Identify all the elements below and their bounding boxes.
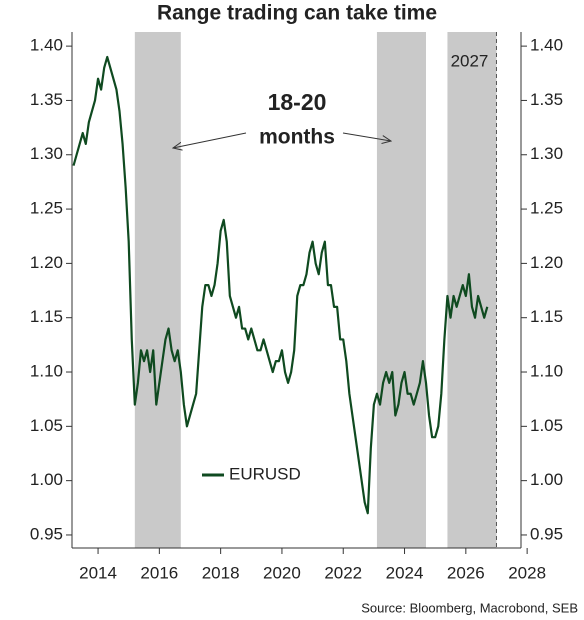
y-tick-label: 0.95 (30, 524, 63, 543)
chart-title: Range trading can take time (157, 2, 437, 25)
annotation: months (259, 126, 335, 149)
shaded-region (447, 32, 497, 548)
shaded-region (376, 32, 426, 548)
x-tick-label: 2028 (508, 563, 546, 582)
legend-label: EURUSD (229, 464, 301, 483)
y-tick-label: 1.00 (30, 470, 63, 489)
y2-tick-label: 1.10 (530, 362, 563, 381)
x-tick-label: 2020 (263, 563, 301, 582)
x-tick-label: 2016 (140, 563, 178, 582)
y-tick-label: 1.20 (30, 253, 63, 272)
source: Source: Bloomberg, Macrobond, SEB (361, 600, 578, 615)
x-tick-label: 2014 (79, 563, 117, 582)
y2-tick-label: 1.35 (530, 90, 563, 109)
y2-tick-label: 1.15 (530, 307, 563, 326)
x-tick-label: 2024 (386, 563, 424, 582)
y-tick-label: 1.25 (30, 199, 63, 218)
y2-tick-label: 1.20 (530, 253, 563, 272)
marker-label: 2027 (451, 51, 489, 70)
series-line (72, 55, 489, 515)
y2-tick-label: 1.40 (530, 36, 563, 55)
y-tick-label: 1.40 (30, 36, 63, 55)
y2-tick-label: 1.00 (530, 470, 563, 489)
x-tick-label: 2026 (447, 563, 485, 582)
shaded-region (134, 32, 181, 548)
x-tick-label: 2022 (324, 563, 362, 582)
y2-tick-label: 1.25 (530, 199, 563, 218)
y2-tick-label: 1.30 (530, 144, 563, 163)
y-tick-label: 1.35 (30, 90, 63, 109)
y-tick-label: 1.05 (30, 416, 63, 435)
x-tick-label: 2018 (202, 563, 240, 582)
y2-tick-label: 0.95 (530, 524, 563, 543)
y-tick-label: 1.15 (30, 307, 63, 326)
annotation: 18-20 (268, 89, 327, 115)
y-tick-label: 1.10 (30, 362, 63, 381)
annotation-arrow (342, 132, 391, 141)
y2-tick-label: 1.05 (530, 416, 563, 435)
annotation-arrow (173, 132, 247, 148)
y-tick-label: 1.30 (30, 144, 63, 163)
